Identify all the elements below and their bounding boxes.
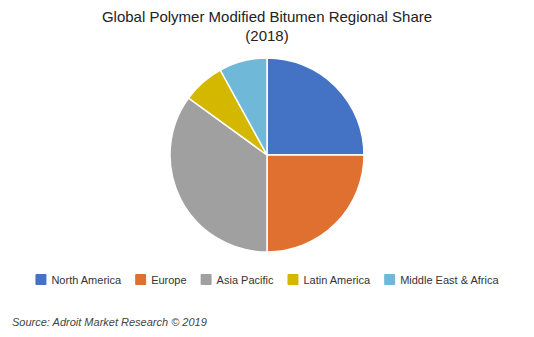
- legend-swatch: [135, 274, 146, 285]
- legend-label: Latin America: [303, 274, 371, 286]
- legend-label: Middle East & Africa: [400, 274, 499, 286]
- legend-label: Europe: [151, 274, 186, 286]
- pie-slice: [267, 155, 364, 252]
- title-line: Global Polymer Modified Bitumen Regional…: [102, 8, 432, 25]
- pie-slice: [220, 58, 267, 155]
- pie-slice: [267, 58, 364, 155]
- chart: Global Polymer Modified Bitumen Regional…: [0, 0, 534, 337]
- title: Global Polymer Modified Bitumen Regional…: [102, 8, 432, 44]
- title-line: (2018): [245, 27, 288, 44]
- pie: [170, 58, 364, 252]
- legend-label: North America: [51, 274, 122, 286]
- legend-swatch: [287, 274, 298, 285]
- legend-swatch: [384, 274, 395, 285]
- legend-label: Asia Pacific: [217, 274, 274, 286]
- source-note: Source: Adroit Market Research © 2019: [12, 316, 207, 328]
- legend: North America Europe Asia Pacific Latin Ame…: [35, 274, 499, 286]
- legend-swatch: [35, 274, 46, 285]
- legend-swatch: [201, 274, 212, 285]
